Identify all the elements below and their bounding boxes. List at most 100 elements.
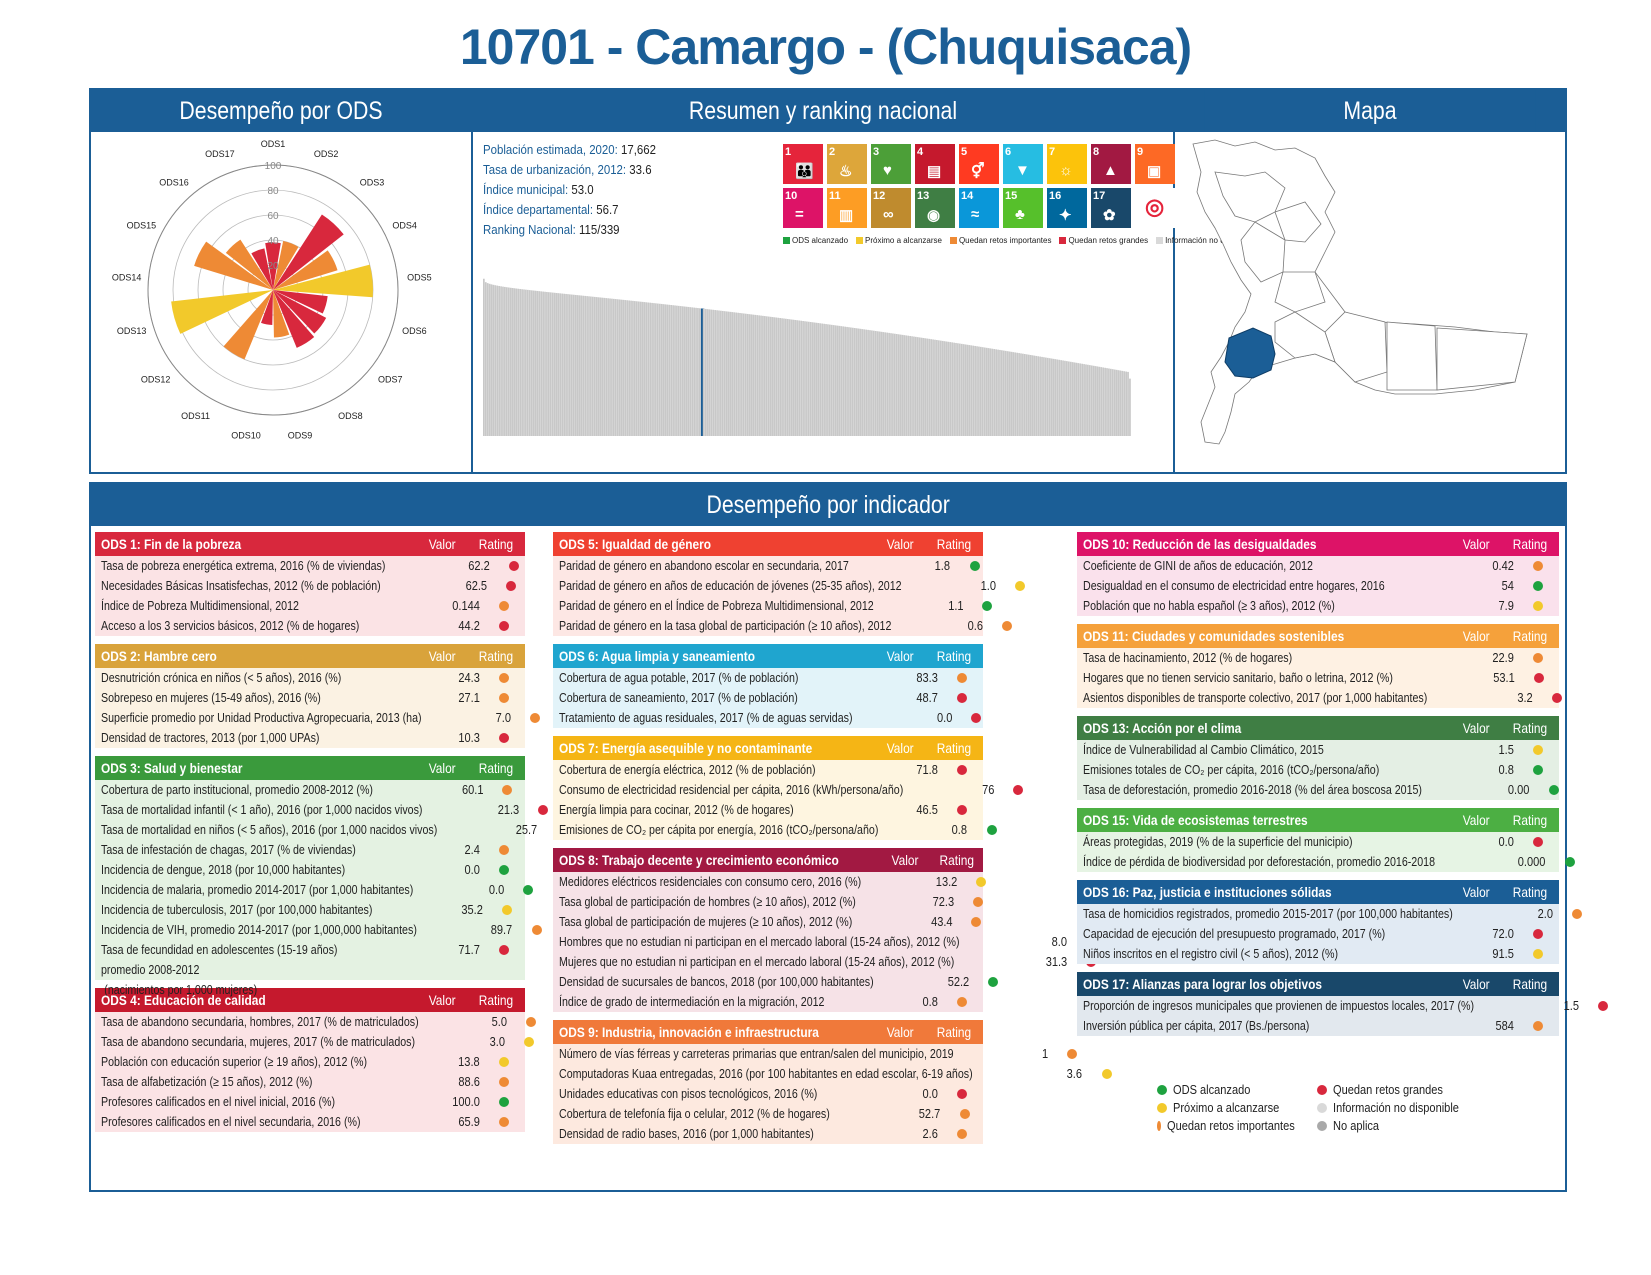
rating-dot <box>1519 648 1559 668</box>
ranking-bar <box>656 303 659 436</box>
ranking-bar <box>886 332 889 436</box>
ranking-bar <box>582 295 585 436</box>
indicator-box-title: ODS 2: Hambre cero <box>101 648 217 664</box>
ranking-bar <box>949 342 952 436</box>
indicator-row: Sobrepeso en mujeres (15-49 años), 2016 … <box>95 688 525 708</box>
polar-category-label: ODS6 <box>402 326 427 336</box>
indicator-row: Profesores calificados en el nivel secun… <box>95 1112 525 1132</box>
ranking-bar <box>505 287 508 436</box>
ranking-bar <box>578 295 581 436</box>
ranking-bar <box>504 286 506 436</box>
indicator-box-header: ODS 3: Salud y bienestar Valor Rating <box>95 756 525 780</box>
indicator-box-title: ODS 16: Paz, justicia e instituciones só… <box>1083 884 1332 900</box>
ranking-bar <box>484 282 487 436</box>
indicator-label: Superficie promedio por Unidad Productiv… <box>101 710 422 725</box>
rating-col-header: Rating <box>478 992 514 1008</box>
indicator-row: Tasa de pobreza energética extrema, 2016… <box>95 556 525 576</box>
ranking-bar <box>804 321 806 436</box>
ranking-bar <box>490 284 493 436</box>
ranking-bar <box>718 310 720 436</box>
indicator-row: Niños inscritos en el registro civil (< … <box>1077 944 1559 964</box>
value-col-header: Valor <box>428 760 456 776</box>
dove-icon: ✦ <box>1059 207 1072 224</box>
ranking-bar <box>569 294 571 436</box>
indicator-row: Desigualdad en el consumo de electricida… <box>1077 576 1559 596</box>
indicator-value: 13.2 <box>935 874 957 889</box>
indicator-value: 35.2 <box>461 902 483 917</box>
ranking-bar <box>947 341 950 436</box>
ranking-bar <box>771 317 774 436</box>
ranking-bar <box>511 288 514 436</box>
ranking-bar <box>983 347 986 436</box>
ranking-bar <box>549 292 552 436</box>
ranking-bar <box>534 290 537 436</box>
ranking-bar <box>609 298 611 436</box>
value-col-header: Valor <box>428 536 456 552</box>
indicator-value: 8.0 <box>1051 934 1067 949</box>
indicator-label: Paridad de género en años de educación d… <box>559 578 902 593</box>
indicator-box: ODS 5: Igualdad de género Valor Rating Pari… <box>553 532 1025 636</box>
ranking-bar <box>1117 370 1120 436</box>
rating-col-header: Rating <box>1512 976 1548 992</box>
municipal-index-value: 53.0 <box>571 182 594 197</box>
legend-item: ODS alcanzado <box>1157 1082 1317 1097</box>
indicator-label: Energía limpia para cocinar, 2012 (% de … <box>559 802 794 817</box>
indicator-value: 0.0 <box>488 882 505 897</box>
rating-dot <box>943 760 983 780</box>
ranking-bar <box>483 278 485 436</box>
ranking-bar <box>819 323 822 436</box>
rating-dot-icon <box>1548 785 1559 795</box>
ranking-bar <box>790 319 793 436</box>
indicators-column-3: ODS 10: Reducción de las desigualdades Va… <box>1077 532 1609 1044</box>
rating-dot-icon <box>1533 745 1543 755</box>
ranking-bar <box>844 326 846 436</box>
ranking-bar <box>643 302 646 436</box>
indicator-label: Unidades educativas con pisos tecnológic… <box>559 1086 818 1101</box>
ranking-bar <box>960 343 963 436</box>
rating-dot-icon <box>971 713 982 723</box>
ranking-bar <box>1001 350 1003 436</box>
legend-item: Información no disponible <box>1317 1100 1517 1115</box>
ranking-bar <box>763 316 766 436</box>
ranking-bar <box>532 290 535 436</box>
indicator-box-header: ODS 5: Igualdad de género Valor Rating <box>553 532 983 556</box>
indicator-label: Índice de Vulnerabilidad al Cambio Climá… <box>1083 742 1324 757</box>
rating-dot-icon <box>499 1097 509 1107</box>
ods-panel-title: Desempeño por ODS <box>119 90 443 132</box>
indicator-value: 7.0 <box>495 710 511 725</box>
indicator-label: Población con educación superior (≥ 19 a… <box>101 1054 368 1069</box>
indicator-value: 0.8 <box>922 994 938 1009</box>
infinity-icon: ∞ <box>883 206 894 223</box>
sdg-tile-4: 4 ▤ <box>915 144 955 184</box>
ranking-bar <box>595 297 598 436</box>
indicator-label: Tasa global de participación de mujeres … <box>559 914 853 929</box>
indicator-value: 1.8 <box>935 558 951 573</box>
indicator-box: ODS 6: Agua limpia y saneamiento Valor Rat… <box>553 644 983 728</box>
ranking-bar <box>572 294 575 436</box>
indicator-label: Profesores calificados en el nivel secun… <box>101 1114 361 1129</box>
indicator-row: Tasa de infestación de chagas, 2017 (% d… <box>95 840 525 860</box>
indicator-box-title: ODS 3: Salud y bienestar <box>101 760 243 776</box>
ranking-bar <box>941 340 944 436</box>
ranking-bar <box>741 313 743 436</box>
rating-dot-icon <box>1598 1001 1609 1011</box>
ranking-bar <box>989 348 992 436</box>
ranking-bar <box>618 299 621 436</box>
indicator-label: Hombres que no estudian ni participan en… <box>559 934 960 949</box>
indicator-row: Índice de pérdida de biodiversidad por d… <box>1077 852 1575 872</box>
polar-category-label: ODS10 <box>231 430 261 440</box>
ranking-bar <box>815 322 818 436</box>
ranking-bar <box>857 328 860 436</box>
indicators-column-1: ODS 1: Fin de la pobreza Valor Rating Tasa … <box>95 532 567 1140</box>
ranking-bar <box>792 319 795 436</box>
polar-bar-ods9 <box>273 290 290 338</box>
ranking-bar <box>1088 365 1091 436</box>
ranking-bar <box>1002 350 1005 436</box>
ranking-bar <box>1079 363 1082 436</box>
ranking-bar <box>557 293 560 436</box>
value-col-header: Valor <box>1462 628 1490 644</box>
indicator-label: Sobrepeso en mujeres (15-49 años), 2016 … <box>101 690 321 705</box>
indicator-label: Áreas protegidas, 2019 (% de la superfic… <box>1083 834 1353 849</box>
indicator-value: 0.00 <box>1508 782 1530 797</box>
ranking-bar <box>544 291 546 436</box>
